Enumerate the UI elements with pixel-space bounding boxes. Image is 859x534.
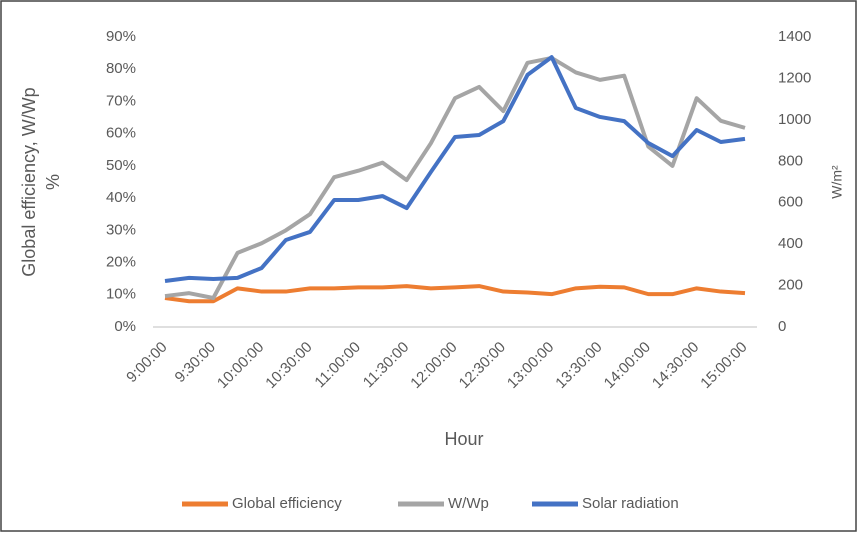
y2-axis-title: W/m² xyxy=(829,165,845,199)
y-tick-label: 20% xyxy=(106,254,136,271)
legend-label: Solar radiation xyxy=(582,495,679,512)
y-axis-title: Global efficiency, W/Wp% xyxy=(19,87,63,276)
y-tick-label: 90% xyxy=(106,28,136,45)
y-tick-label: 60% xyxy=(106,125,136,142)
y-tick-label: 80% xyxy=(106,60,136,77)
y2-tick-label: 1000 xyxy=(778,111,811,128)
y2-tick-label: 1400 xyxy=(778,28,811,45)
series-line xyxy=(164,284,746,304)
y2-tick-label: 1200 xyxy=(778,69,811,86)
series-line xyxy=(164,55,746,283)
y-tick-label: 50% xyxy=(106,157,136,174)
y-tick-label: 30% xyxy=(106,221,136,238)
series-line xyxy=(164,55,746,300)
y-tick-label: 40% xyxy=(106,189,136,206)
y2-tick-label: 400 xyxy=(778,235,803,252)
x-axis-title: Hour xyxy=(444,429,483,449)
y2-tick-label: 600 xyxy=(778,194,803,211)
y-tick-label: 70% xyxy=(106,92,136,109)
y2-tick-label: 200 xyxy=(778,277,803,294)
legend-label: W/Wp xyxy=(448,495,489,512)
y-tick-label: 0% xyxy=(114,318,136,335)
legend-label: Global efficiency xyxy=(232,495,342,512)
y2-tick-label: 800 xyxy=(778,152,803,169)
y-tick-label: 10% xyxy=(106,286,136,303)
y2-tick-label: 0 xyxy=(778,318,786,335)
